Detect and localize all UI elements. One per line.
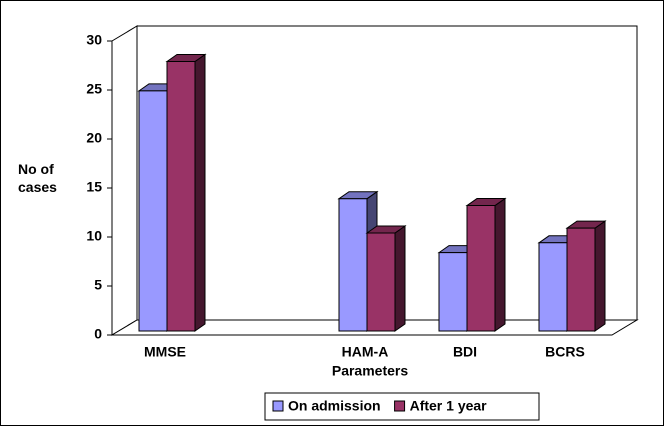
bar-front bbox=[366, 232, 396, 332]
bar-front bbox=[538, 242, 568, 332]
bar-front bbox=[338, 198, 368, 332]
bar-side bbox=[194, 53, 206, 332]
bar-side bbox=[594, 220, 606, 332]
y-tick-label: 30 bbox=[86, 32, 102, 48]
legend-label: On admission bbox=[288, 398, 381, 414]
bar-side bbox=[494, 197, 506, 332]
bar-front bbox=[466, 205, 496, 332]
legend-swatch bbox=[272, 400, 284, 412]
y-axis-label: No of cases bbox=[18, 161, 57, 195]
y-tick-label: 15 bbox=[86, 179, 102, 195]
legend-swatch bbox=[394, 400, 406, 412]
bar-front bbox=[438, 252, 468, 332]
bar bbox=[165, 53, 207, 332]
y-tick-label: 5 bbox=[94, 277, 102, 293]
x-tick-label: BCRS bbox=[545, 344, 585, 360]
back-wall bbox=[111, 25, 138, 336]
bar-front bbox=[166, 61, 196, 332]
bar bbox=[465, 197, 507, 332]
y-tick-label: 25 bbox=[86, 81, 102, 97]
x-tick-label: HAM-A bbox=[342, 344, 389, 360]
bar-side bbox=[394, 225, 406, 332]
legend-label: After 1 year bbox=[410, 398, 488, 414]
bar bbox=[565, 220, 607, 332]
y-tick-label: 10 bbox=[86, 228, 102, 244]
x-tick-label: BDI bbox=[453, 344, 477, 360]
bar-front bbox=[138, 90, 168, 332]
x-tick-label: MMSE bbox=[144, 344, 186, 360]
x-axis-label: Parameters bbox=[332, 363, 408, 379]
y-tick-label: 20 bbox=[86, 130, 102, 146]
bar-front bbox=[566, 227, 596, 332]
y-tick-label: 0 bbox=[94, 326, 102, 342]
bar bbox=[365, 225, 407, 332]
